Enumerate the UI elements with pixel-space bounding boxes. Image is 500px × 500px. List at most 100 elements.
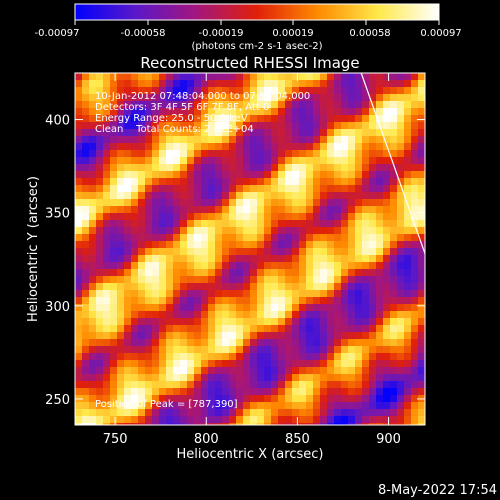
heatmap-cell: [159, 185, 167, 193]
heatmap-cell: [96, 374, 104, 382]
heatmap-cell: [320, 115, 328, 123]
heatmap-cell: [285, 178, 293, 186]
heatmap-cell: [215, 220, 223, 228]
heatmap-cell: [173, 164, 181, 172]
heatmap-cell: [222, 360, 230, 368]
heatmap-cell: [180, 129, 188, 137]
heatmap-cell: [418, 360, 425, 368]
heatmap-cell: [110, 108, 118, 116]
heatmap-cell: [271, 234, 279, 242]
heatmap-cell: [180, 360, 188, 368]
heatmap-cell: [285, 171, 293, 179]
heatmap-cell: [397, 276, 405, 284]
heatmap-cell: [152, 346, 160, 354]
heatmap-cell: [348, 381, 356, 389]
heatmap-cell: [390, 164, 398, 172]
heatmap-cell: [166, 87, 174, 95]
heatmap-cell: [75, 402, 83, 410]
heatmap-cell: [187, 255, 195, 263]
heatmap-cell: [313, 234, 321, 242]
heatmap-cell: [397, 73, 405, 81]
heatmap-cell: [257, 136, 265, 144]
heatmap-cell: [110, 262, 118, 270]
heatmap-cell: [306, 381, 314, 389]
heatmap-cell: [152, 269, 160, 277]
heatmap-cell: [82, 115, 90, 123]
heatmap-cell: [285, 122, 293, 130]
heatmap-cell: [194, 346, 202, 354]
heatmap-cell: [131, 87, 139, 95]
heatmap-cell: [299, 416, 307, 424]
heatmap-cell: [418, 227, 425, 235]
heatmap-cell: [201, 248, 209, 256]
heatmap-cell: [299, 227, 307, 235]
colorbar-tick-label-2: -0.00019: [199, 28, 244, 39]
heatmap-cell: [201, 353, 209, 361]
heatmap-cell: [222, 255, 230, 263]
heatmap-cell: [243, 402, 251, 410]
heatmap-cell: [215, 311, 223, 319]
heatmap-cell: [229, 360, 237, 368]
heatmap-cell: [257, 150, 265, 158]
heatmap-cell: [327, 388, 335, 396]
heatmap-cell: [292, 199, 300, 207]
heatmap-cell: [257, 360, 265, 368]
heatmap-cell: [257, 143, 265, 151]
heatmap-cell: [187, 87, 195, 95]
heatmap-cell: [159, 94, 167, 102]
heatmap-cell: [418, 374, 425, 382]
heatmap-cell: [236, 220, 244, 228]
heatmap-cell: [215, 290, 223, 298]
heatmap-cell: [320, 234, 328, 242]
heatmap-cell: [103, 402, 111, 410]
heatmap-cell: [243, 108, 251, 116]
heatmap-cell: [390, 297, 398, 305]
heatmap-cell: [222, 171, 230, 179]
heatmap-cell: [201, 143, 209, 151]
heatmap-cell: [404, 192, 412, 200]
heatmap-cell: [173, 374, 181, 382]
heatmap-cell: [271, 87, 279, 95]
heatmap-cell: [278, 164, 286, 172]
heatmap-cell: [376, 311, 384, 319]
heatmap-cell: [208, 94, 216, 102]
heatmap-cell: [173, 367, 181, 375]
heatmap-cell: [89, 353, 97, 361]
heatmap-cell: [145, 304, 153, 312]
heatmap-cell: [341, 283, 349, 291]
heatmap-cell: [355, 143, 363, 151]
heatmap-cell: [159, 339, 167, 347]
heatmap-cell: [327, 290, 335, 298]
heatmap-cell: [271, 374, 279, 382]
heatmap-cell: [404, 136, 412, 144]
heatmap-cell: [327, 248, 335, 256]
heatmap-cell: [166, 255, 174, 263]
heatmap-cell: [299, 129, 307, 137]
heatmap-cell: [173, 423, 181, 425]
heatmap-cell: [383, 276, 391, 284]
heatmap-cell: [229, 150, 237, 158]
heatmap-cell: [271, 402, 279, 410]
heatmap-cell: [376, 80, 384, 88]
heatmap-cell: [110, 94, 118, 102]
heatmap-cell: [152, 402, 160, 410]
heatmap-cell: [299, 297, 307, 305]
heatmap-cell: [404, 283, 412, 291]
heatmap-cell: [215, 416, 223, 424]
heatmap-cell: [362, 227, 370, 235]
heatmap-cell: [152, 178, 160, 186]
heatmap-cell: [152, 311, 160, 319]
heatmap-cell: [110, 353, 118, 361]
heatmap-cell: [89, 171, 97, 179]
heatmap-cell: [334, 80, 342, 88]
heatmap-cell: [299, 388, 307, 396]
heatmap-cell: [264, 416, 272, 424]
heatmap-cell: [327, 94, 335, 102]
heatmap-cell: [110, 304, 118, 312]
heatmap-cell: [138, 185, 146, 193]
heatmap-cell: [166, 423, 174, 425]
heatmap-cell: [306, 388, 314, 396]
heatmap-cell: [341, 101, 349, 109]
heatmap-cell: [292, 367, 300, 375]
heatmap-cell: [103, 367, 111, 375]
